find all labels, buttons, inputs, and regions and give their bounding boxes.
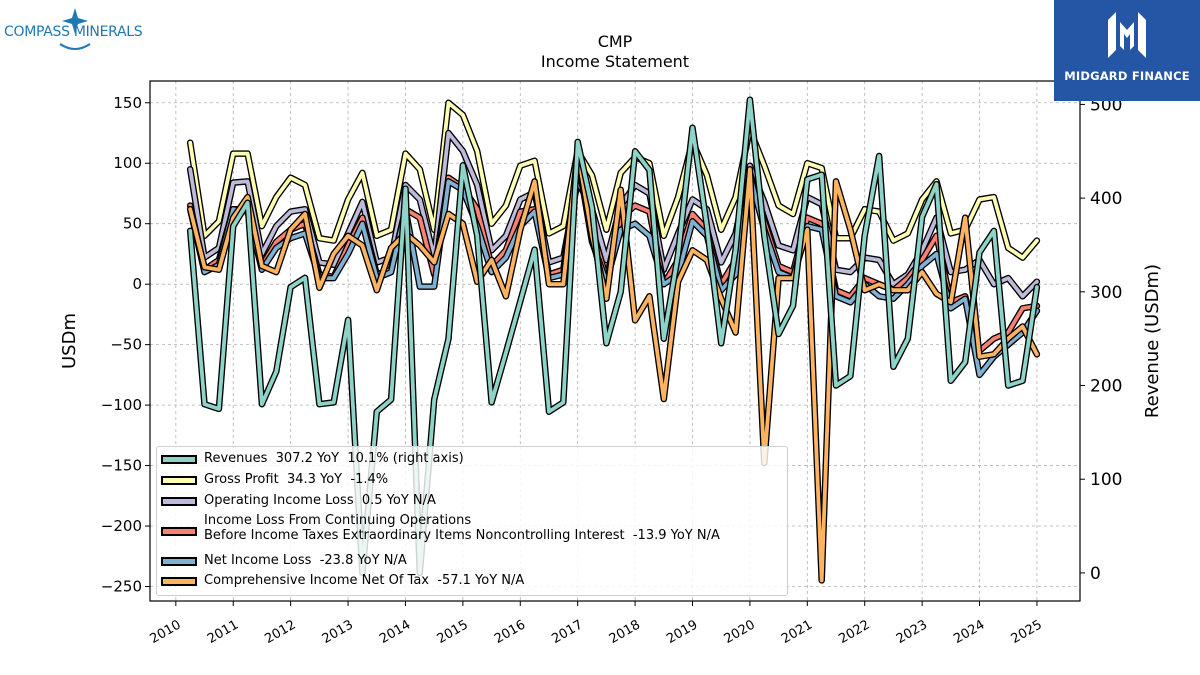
midgard-finance-logo: MIDGARD FINANCE [1054,0,1200,101]
legend-label: Income Loss From Continuing Operations B… [204,513,720,543]
series-line [188,149,1039,583]
legend-label: Revenues 307.2 YoY 10.1% (right axis) [204,451,464,466]
legend-swatch [161,476,197,485]
y-right-tick-label: 300 [1090,283,1122,303]
x-tick-label: 2024 [951,617,987,647]
legend-swatch [161,557,197,566]
compass-star-icon [59,8,91,50]
left-axis: −250 −200 −150 −100 −50 0 50 100 150 [101,94,150,595]
legend-label: Net Income Loss -23.8 YoY N/A [204,553,407,568]
series-0 [186,96,1041,577]
x-tick-label: 2012 [262,617,298,647]
y-tick-label: −150 [101,457,142,475]
legend-swatch [161,527,197,536]
x-tick-label: 2021 [779,617,815,647]
x-tick-label: 2013 [320,617,356,647]
y-tick-label: 0 [132,275,142,293]
y-tick-label: 150 [113,94,142,112]
x-tick-label: 2022 [836,617,872,647]
legend: Revenues 307.2 YoY 10.1% (right axis) Gro… [156,446,788,596]
series-line [188,100,1039,260]
series-line [188,97,1039,575]
y-tick-label: −250 [101,577,142,595]
y-right-tick-label: 200 [1090,377,1122,397]
y-right-tick-label: 400 [1090,189,1122,209]
midgard-m-icon [1108,12,1146,58]
compass-minerals-logo-text: COMPASS MINERALS [4,24,143,40]
y-axis-right-label: Revenue (USDm) [1142,264,1163,418]
chart-title: CMP [598,32,633,51]
y-tick-label: 100 [113,154,142,172]
y-right-tick-label: 100 [1090,470,1122,490]
x-tick-label: 2010 [148,617,184,647]
y-tick-label: −200 [101,517,142,535]
legend-label: Operating Income Loss 0.5 YoY N/A [204,493,436,508]
x-tick-label: 2018 [607,617,643,647]
x-tick-label: 2025 [1009,617,1045,647]
legend-swatch [161,455,197,464]
series-1 [186,99,1041,261]
y-tick-label: −100 [101,396,142,414]
x-tick-label: 2016 [492,617,528,647]
y-axis-label: USDm [59,313,80,369]
y-tick-label: 50 [123,215,142,233]
y-tick-label: −50 [110,336,142,354]
legend-swatch [161,497,197,506]
series-5 [186,147,1041,584]
legend-swatch [161,577,197,586]
series-layer [186,96,1041,584]
x-tick-label: 2015 [435,617,471,647]
x-tick-label: 2017 [549,617,585,647]
midgard-finance-text: MIDGARD FINANCE [1064,69,1190,83]
x-tick-label: 2014 [377,617,413,647]
x-tick-label: 2011 [205,617,241,647]
legend-label: Gross Profit 34.3 YoY -1.4% [204,472,389,487]
legend-label: Comprehensive Income Net Of Tax -57.1 Yo… [204,573,525,588]
x-tick-label: 2020 [722,617,758,647]
x-axis: 2010 2011 2012 2013 2014 2015 2016 2017 2018 2019… [148,601,1045,647]
plot-frame [149,80,1081,602]
compass-minerals-logo: COMPASS MINERALS [4,6,146,52]
x-tick-label: 2023 [894,617,930,647]
x-tick-label: 2019 [664,617,700,647]
chart-subtitle: Income Statement [541,52,689,71]
y-right-tick-label: 0 [1090,564,1101,584]
